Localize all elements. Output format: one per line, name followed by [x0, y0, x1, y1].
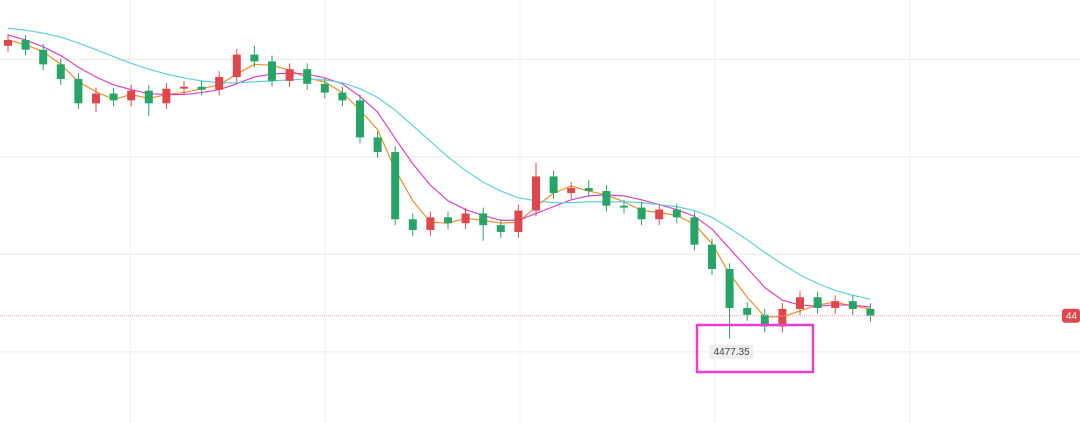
- candle-body: [760, 314, 769, 327]
- candle-body: [602, 191, 611, 206]
- candle-body: [496, 225, 505, 232]
- candle-body: [831, 301, 840, 308]
- low-label: 4477.35: [714, 347, 751, 358]
- candle-body: [866, 308, 875, 316]
- candle-body: [320, 83, 329, 93]
- candle-body: [391, 152, 400, 220]
- price-label-bg: [1062, 308, 1080, 323]
- highlight-box: [695, 323, 815, 374]
- candle-body: [708, 244, 716, 270]
- candle-body: [250, 54, 259, 62]
- moving-average-line: [7, 34, 871, 308]
- low-label-bg: [709, 344, 754, 359]
- candle-body: [584, 188, 593, 192]
- candle-body: [21, 39, 30, 50]
- candle-body: [56, 64, 65, 79]
- candle-body: [338, 92, 347, 101]
- candle-body: [109, 93, 118, 101]
- candle-body: [303, 69, 312, 84]
- candle-body: [567, 188, 576, 193]
- candle-body: [690, 217, 699, 245]
- candle-body: [92, 93, 100, 104]
- candle-body: [796, 297, 804, 309]
- candle-body: [461, 213, 470, 224]
- candle-body: [725, 269, 734, 308]
- candle-body: [743, 307, 752, 315]
- candle-body: [813, 297, 822, 308]
- candle-body: [637, 207, 646, 220]
- candle-body: [197, 86, 206, 90]
- candle-body: [180, 86, 188, 89]
- price-label: 44: [1066, 311, 1078, 322]
- candle-body: [479, 213, 488, 226]
- moving-average-line: [7, 39, 871, 318]
- candle-body: [39, 49, 48, 65]
- candle-body: [373, 137, 382, 153]
- moving-average-line: [7, 27, 871, 300]
- candle-body: [672, 209, 681, 218]
- candle-body: [127, 90, 136, 101]
- candle-body: [4, 39, 12, 46]
- candle-body: [144, 90, 153, 104]
- candle-body: [232, 54, 241, 77]
- candle-body: [655, 209, 664, 220]
- candle-body: [444, 217, 452, 224]
- candle-body: [356, 100, 364, 138]
- candle-body: [74, 78, 83, 104]
- candle-body: [848, 301, 857, 309]
- candle-body: [549, 176, 558, 193]
- candle-body: [778, 308, 787, 327]
- candle-body: [514, 210, 523, 232]
- candle-body: [285, 69, 294, 81]
- candle-body: [268, 61, 276, 81]
- candle-body: [426, 217, 435, 231]
- candle-body: [215, 76, 224, 90]
- candle-body: [532, 176, 540, 211]
- candle-body: [620, 205, 628, 208]
- candle-body: [162, 88, 171, 104]
- candle-body: [408, 219, 417, 231]
